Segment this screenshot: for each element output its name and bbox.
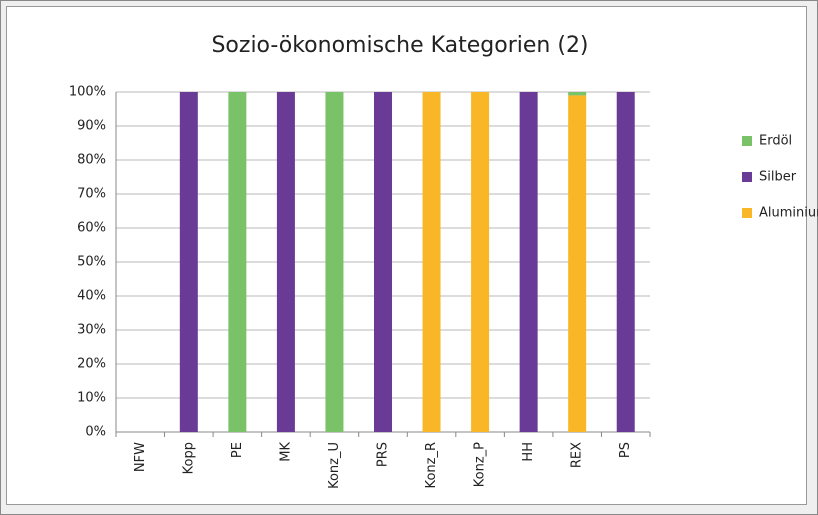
legend-swatch: [742, 136, 752, 146]
bar-segment: [422, 92, 441, 432]
chart-title: Sozio-ökonomische Kategorien (2): [211, 33, 588, 58]
legend-swatch: [742, 208, 752, 218]
y-tick-label: 30%: [77, 323, 106, 338]
legend-label: Erdöl: [759, 134, 792, 149]
y-tick-label: 20%: [77, 357, 106, 372]
x-tick-label: NFW: [133, 442, 148, 472]
bar-segment: [568, 92, 587, 96]
y-tick-label: 100%: [69, 85, 106, 100]
y-tick-label: 40%: [77, 289, 106, 304]
chart-area: [6, 6, 807, 505]
x-tick-label: Konz_U: [327, 442, 342, 489]
x-tick-label: HH: [521, 442, 536, 462]
bar-segment: [471, 92, 490, 432]
x-tick-label: PRS: [376, 442, 391, 467]
bar-segment: [616, 92, 635, 432]
y-tick-label: 80%: [77, 153, 106, 168]
legend-label: Silber: [759, 170, 797, 185]
bar-segment: [179, 92, 198, 432]
bar-segment: [228, 92, 247, 432]
x-tick-label: Kopp: [181, 442, 196, 474]
bar-segment: [374, 92, 392, 432]
x-tick-label: REX: [570, 442, 585, 468]
y-tick-label: 10%: [77, 391, 106, 406]
bar-segment: [568, 95, 587, 433]
y-tick-label: 0%: [85, 425, 106, 440]
legend-label: Aluminium: [759, 206, 818, 221]
x-tick-label: MK: [278, 442, 293, 462]
x-tick-label: PS: [618, 442, 633, 458]
y-tick-label: 60%: [77, 221, 106, 236]
y-tick-label: 50%: [77, 255, 106, 270]
bar-segment: [325, 92, 344, 432]
x-tick-label: PE: [230, 442, 245, 458]
x-tick-label: Konz_R: [424, 442, 439, 488]
y-tick-label: 70%: [77, 187, 106, 202]
bar-segment: [519, 92, 538, 432]
x-tick-label: Konz_P: [473, 442, 488, 487]
bar-segment: [276, 92, 295, 432]
legend-swatch: [742, 172, 752, 182]
y-tick-label: 90%: [77, 119, 106, 134]
